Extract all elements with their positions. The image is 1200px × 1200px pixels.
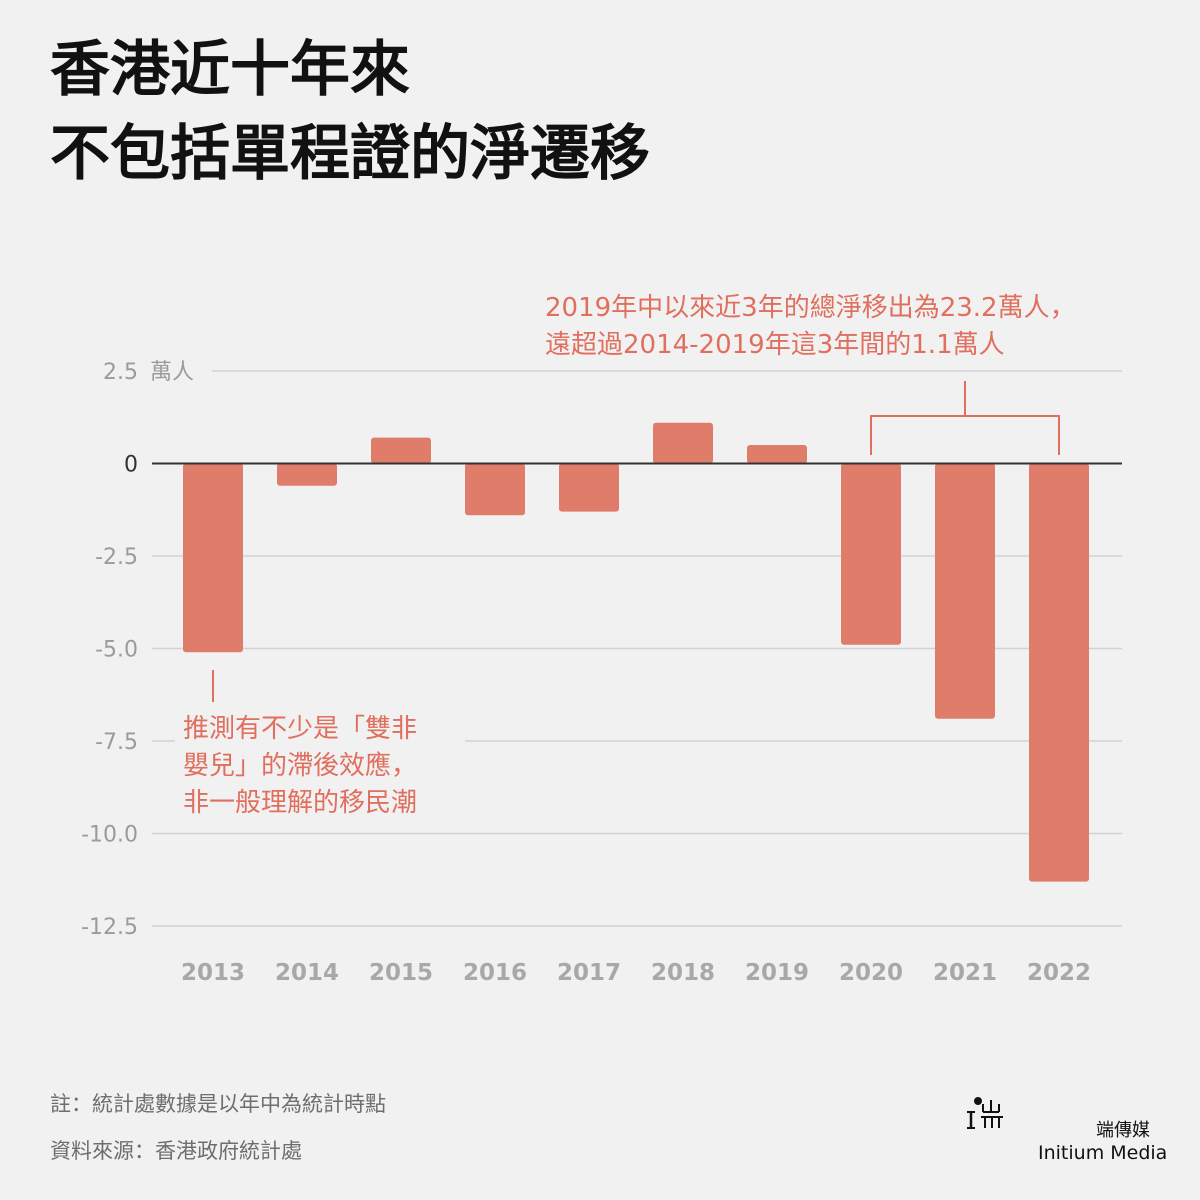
bar — [935, 463, 995, 719]
bar — [465, 463, 525, 516]
annotation-left-line-1: 推測有不少是「雙非 — [183, 714, 418, 744]
x-tick-label: 2015 — [369, 960, 433, 986]
x-axis-labels: 2013 2014 2015 2016 2017 2018 2019 2020 2021 2022 — [181, 960, 1091, 986]
brand-name-chinese: 端傳媒 — [1096, 1120, 1150, 1141]
y-tick-label: -5.0 — [95, 638, 138, 663]
x-tick-label: 2022 — [1027, 960, 1091, 986]
annotation-left-background — [175, 705, 465, 827]
annotation-right-line-2: 遠超過2014-2019年這3年間的1.1萬人 — [545, 330, 1005, 360]
y-tick-label: 2.5 — [103, 360, 138, 385]
annotation-left-line-3: 非一般理解的移民潮 — [183, 788, 418, 818]
bars — [183, 422, 1089, 882]
bar — [841, 463, 901, 645]
brand-name-english: Initium Media — [1038, 1142, 1168, 1164]
bar — [1029, 463, 1089, 882]
x-tick-label: 2020 — [839, 960, 903, 986]
x-tick-label: 2017 — [557, 960, 621, 986]
x-tick-label: 2021 — [933, 960, 997, 986]
y-tick-label: -12.5 — [81, 915, 138, 940]
title-line-1: 香港近十年來 — [50, 35, 410, 105]
bar — [183, 463, 243, 653]
footer-note: 註：統計處數據是以年中為統計時點 — [50, 1092, 386, 1116]
x-tick-label: 2016 — [463, 960, 527, 986]
x-tick-label: 2013 — [181, 960, 245, 986]
bar — [277, 463, 337, 486]
bracket — [870, 415, 1060, 455]
bar — [371, 437, 431, 464]
x-tick-label: 2014 — [275, 960, 339, 986]
bar — [559, 463, 619, 512]
y-axis-ticks: 2.5 0 -2.5 -5.0 -7.5 -10.0 -12.5 萬人 — [81, 360, 194, 940]
y-tick-label: -7.5 — [95, 730, 138, 755]
footer-source: 資料來源：香港政府統計處 — [50, 1139, 302, 1163]
annotation-right: 2019年中以來近3年的總淨移出為23.2萬人， 遠超過2014-2019年這3… — [545, 290, 1076, 364]
bar — [653, 422, 713, 464]
annotation-right-line-1: 2019年中以來近3年的總淨移出為23.2萬人， — [545, 293, 1076, 323]
y-axis-unit: 萬人 — [150, 360, 194, 385]
chart-title: 香港近十年來 不包括單程證的淨遷移 — [50, 28, 650, 196]
annotation-left: 推測有不少是「雙非 嬰兒」的滯後效應， 非一般理解的移民潮 — [183, 711, 417, 822]
y-tick-label: 0 — [124, 453, 138, 478]
x-tick-label: 2018 — [651, 960, 715, 986]
title-line-2: 不包括單程證的淨遷移 — [50, 119, 650, 189]
annotation-left-line-2: 嬰兒」的滯後效應， — [183, 751, 418, 781]
y-tick-label: -10.0 — [81, 823, 138, 848]
x-tick-label: 2019 — [745, 960, 809, 986]
y-tick-label: -2.5 — [95, 545, 138, 570]
bar — [747, 445, 807, 464]
annotation-bracket — [212, 381, 1060, 702]
initium-logo-icon — [967, 1097, 1003, 1129]
